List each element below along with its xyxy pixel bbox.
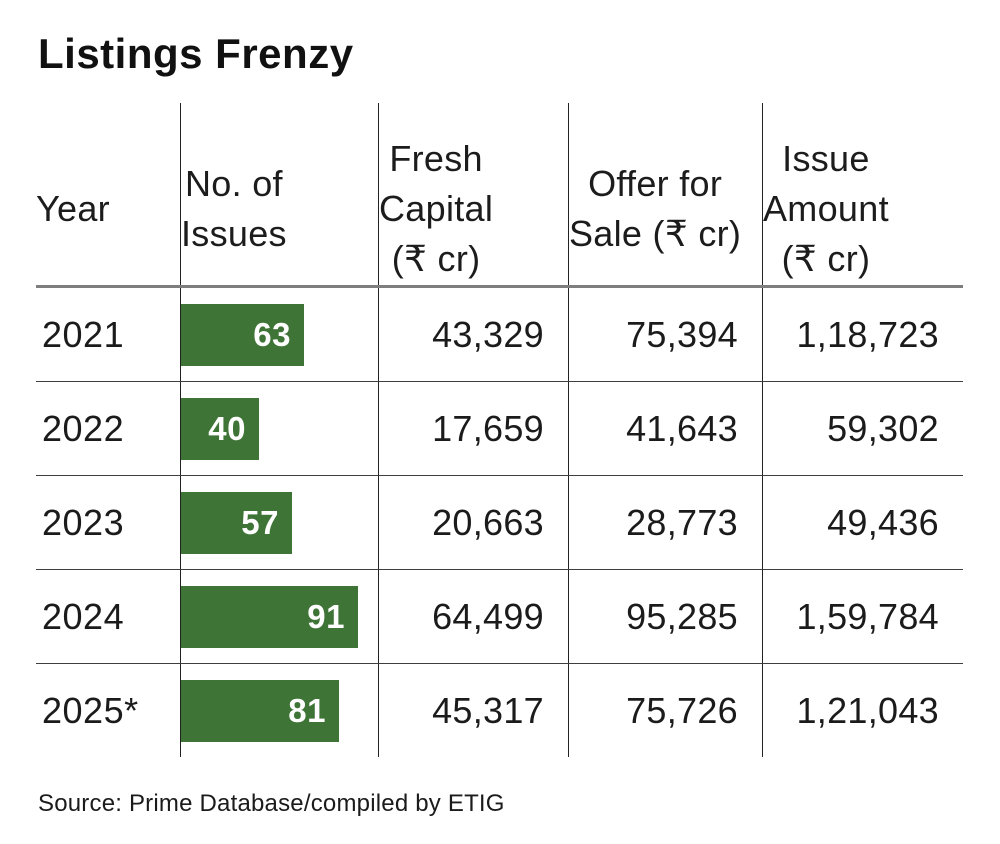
fresh-capital-cell: 43,329 [379, 288, 569, 382]
issues-cell: 40 [181, 382, 379, 476]
year-cell: 2022 [36, 382, 181, 476]
column-header-issue-amount: Issue Amount (₹ cr) [763, 137, 889, 280]
listings-table: Year No. of Issues Fresh Capital (₹ cr) … [36, 103, 963, 758]
issues-bar-value: 57 [241, 503, 279, 541]
page-title: Listings Frenzy [38, 30, 354, 77]
table-row-2024: 2024 91 64,499 95,285 1,59,784 [36, 570, 963, 665]
issue-amount-cell: 49,436 [827, 501, 939, 543]
column-header-fresh-capital: Fresh Capital (₹ cr) [379, 103, 569, 286]
table-row-2023: 2023 57 20,663 28,773 49,436 [36, 476, 963, 571]
issues-bar: 63 [181, 303, 304, 366]
fresh-capital-cell: 20,663 [379, 476, 569, 570]
table-row-2025: 2025* 81 45,317 75,726 1,21,043 [36, 664, 963, 758]
offer-for-sale-cell: 95,285 [569, 570, 763, 664]
year-cell: 2023 [36, 476, 181, 570]
issue-amount-cell: 1,59,784 [796, 595, 939, 637]
issues-cell: 91 [181, 570, 379, 664]
issues-bar: 91 [181, 585, 358, 648]
column-header-no-of-issues: No. of Issues [181, 103, 379, 286]
table-row-2022: 2022 40 17,659 41,643 59,302 [36, 382, 963, 477]
year-cell: 2021 [36, 288, 181, 382]
source-note: Source: Prime Database/compiled by ETIG [38, 790, 505, 818]
fresh-capital-cell: 45,317 [379, 664, 569, 758]
issues-bar-value: 63 [253, 315, 291, 353]
issues-bar: 57 [181, 491, 292, 554]
year-cell: 2025* [36, 664, 181, 758]
offer-for-sale-cell: 75,726 [569, 664, 763, 758]
issues-cell: 81 [181, 664, 379, 758]
issues-cell: 63 [181, 288, 379, 382]
issues-bar-value: 40 [208, 409, 246, 447]
table-row-2021: 2021 63 43,329 75,394 1,18,723 [36, 288, 963, 383]
column-header-offer-for-sale: Offer for Sale (₹ cr) [569, 103, 763, 286]
offer-for-sale-cell: 28,773 [569, 476, 763, 570]
issues-bar: 81 [181, 679, 339, 742]
column-header-year: Year [36, 103, 181, 286]
issues-bar-value: 91 [307, 597, 345, 635]
issue-amount-cell: 1,18,723 [796, 313, 939, 355]
offer-for-sale-cell: 75,394 [569, 288, 763, 382]
issue-amount-cell: 1,21,043 [796, 689, 939, 731]
table-header-row: Year No. of Issues Fresh Capital (₹ cr) … [36, 103, 963, 289]
issues-bar-value: 81 [288, 691, 326, 729]
fresh-capital-cell: 17,659 [379, 382, 569, 476]
fresh-capital-cell: 64,499 [379, 570, 569, 664]
issue-amount-cell: 59,302 [827, 407, 939, 449]
issues-bar: 40 [181, 397, 259, 460]
offer-for-sale-cell: 41,643 [569, 382, 763, 476]
year-cell: 2024 [36, 570, 181, 664]
issues-cell: 57 [181, 476, 379, 570]
